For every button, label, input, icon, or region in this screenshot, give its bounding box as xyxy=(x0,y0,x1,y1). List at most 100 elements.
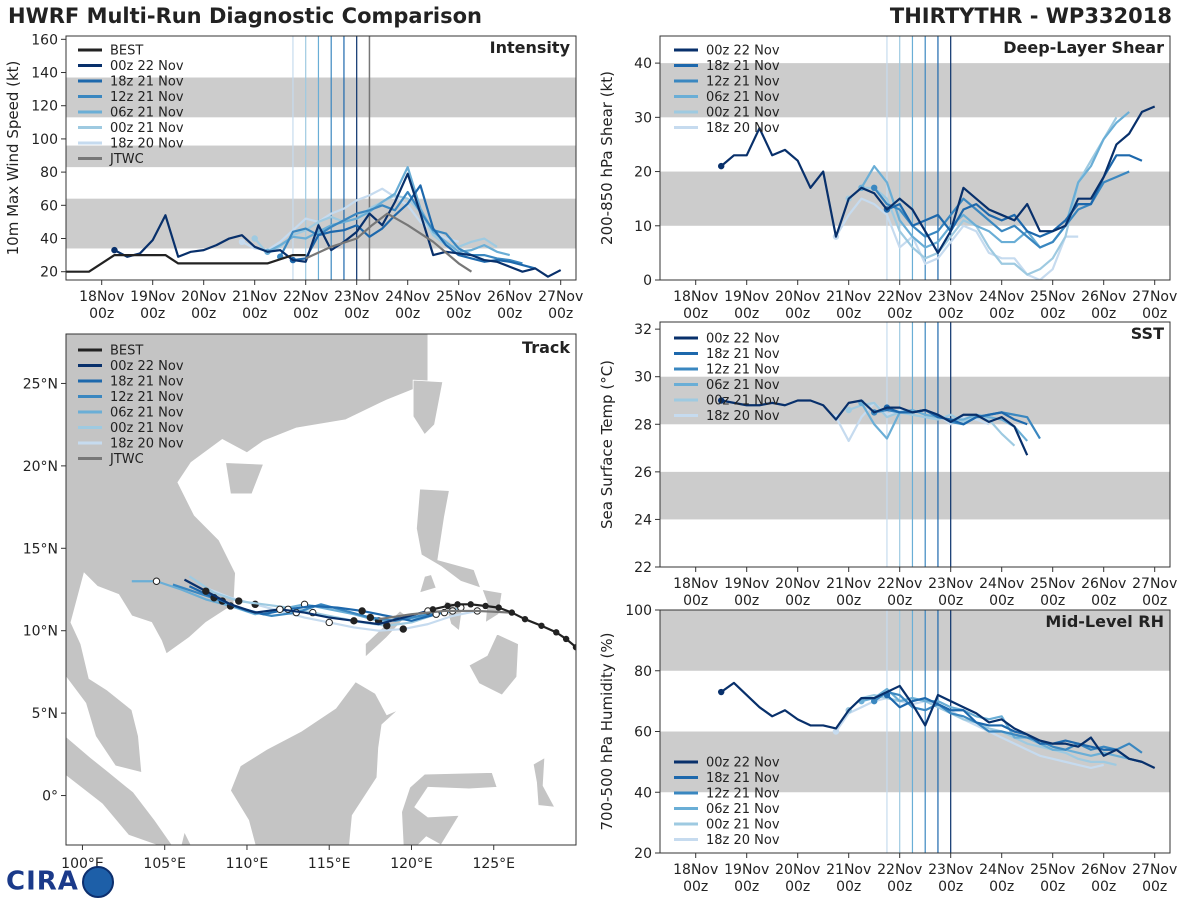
x-tick-label: 00z xyxy=(191,306,216,322)
x-tick-label: 20Nov xyxy=(775,862,820,878)
legend-label-00z-21-nov: 00z 21 Nov xyxy=(110,421,184,436)
land-mass xyxy=(66,736,173,845)
y-tick-label: 30 xyxy=(634,110,652,126)
best-track-point xyxy=(482,602,489,610)
threshold-band xyxy=(66,198,576,249)
x-tick-label: 00z xyxy=(734,306,759,322)
lat-tick-label: 25°N xyxy=(23,376,58,392)
best-track-point xyxy=(429,606,437,613)
land-mass xyxy=(412,379,444,436)
x-tick-label: 00z xyxy=(887,306,912,322)
lon-tick-label: 125°E xyxy=(472,856,515,872)
x-tick-label: 24Nov xyxy=(979,289,1024,305)
forecast-point xyxy=(325,618,333,627)
x-tick-label: 00z xyxy=(89,306,114,322)
series-line-18z-20-nov xyxy=(835,696,1104,770)
x-tick-label: 26Nov xyxy=(1081,862,1126,878)
forecast-point xyxy=(202,587,210,595)
x-tick-label: 21Nov xyxy=(826,576,871,592)
intensity-y-axis-label: 10m Max Wind Speed (kt) xyxy=(4,61,22,256)
legend-label-18z-21-nov: 18z 21 Nov xyxy=(706,347,780,362)
x-tick-label: 20Nov xyxy=(775,289,820,305)
x-tick-label: 00z xyxy=(836,879,861,895)
series-line-06z-21-nov xyxy=(860,111,1130,249)
x-tick-label: 18Nov xyxy=(673,862,718,878)
sst-y-axis-label: Sea Surface Temp (°C) xyxy=(598,360,616,529)
x-tick-label: 00z xyxy=(242,306,267,322)
init-marker-12z-21-nov xyxy=(871,697,878,705)
x-tick-label: 00z xyxy=(887,879,912,895)
legend-label-12z-21-nov: 12z 21 Nov xyxy=(110,90,184,105)
legend-label-18z-21-nov: 18z 21 Nov xyxy=(110,75,184,90)
x-tick-label: 25Nov xyxy=(436,289,481,305)
x-tick-label: 19Nov xyxy=(724,576,769,592)
legend-label-06z-21-nov: 06z 21 Nov xyxy=(706,90,780,105)
legend-label-00z-21-nov: 00z 21 Nov xyxy=(706,106,780,121)
globe-icon xyxy=(81,866,114,898)
intensity-plot-area xyxy=(66,36,576,280)
series-line-00z-22-nov xyxy=(720,105,1156,254)
shear-panel: 01020304018Nov00z19Nov00z20Nov00z21Nov00… xyxy=(598,35,1177,322)
best-track-point xyxy=(508,609,516,616)
best-track-point xyxy=(467,601,474,608)
x-tick-label: 27Nov xyxy=(538,289,583,305)
y-tick-label: 80 xyxy=(40,165,58,181)
x-tick-label: 00z xyxy=(140,306,165,322)
y-tick-label: 80 xyxy=(634,664,652,680)
logo-text: CIRA xyxy=(6,866,79,897)
legend-label-18z-21-nov: 18z 21 Nov xyxy=(110,375,184,390)
legend-label-best: BEST xyxy=(110,44,143,59)
x-tick-label: 26Nov xyxy=(1081,576,1126,592)
x-tick-label: 00z xyxy=(1142,879,1167,895)
y-tick-label: 28 xyxy=(634,417,652,433)
land-mass xyxy=(401,772,498,845)
rh-plot-area xyxy=(660,610,1170,853)
x-tick-label: 00z xyxy=(1142,593,1167,609)
x-tick-label: 00z xyxy=(1091,593,1116,609)
x-tick-label: 00z xyxy=(1040,879,1065,895)
x-tick-label: 00z xyxy=(938,306,963,322)
x-tick-label: 00z xyxy=(1091,879,1116,895)
x-tick-label: 00z xyxy=(497,306,522,322)
best-track-point xyxy=(444,602,451,610)
x-tick-label: 00z xyxy=(989,593,1014,609)
threshold-band xyxy=(66,145,576,168)
x-tick-label: 00z xyxy=(344,306,369,322)
y-tick-label: 10 xyxy=(634,219,652,235)
legend-label-18z-20-nov: 18z 20 Nov xyxy=(706,833,780,848)
forecast-point xyxy=(350,617,358,625)
series-line-18z-20-nov xyxy=(835,197,1079,280)
x-tick-label: 23Nov xyxy=(928,862,973,878)
y-tick-label: 140 xyxy=(31,66,58,82)
x-tick-label: 00z xyxy=(989,306,1014,322)
y-tick-label: 120 xyxy=(31,99,58,115)
forecast-point xyxy=(235,597,243,605)
x-tick-label: 00z xyxy=(938,879,963,895)
sst-panel: 22242628303218Nov00z19Nov00z20Nov00z21No… xyxy=(598,321,1177,609)
x-tick-label: 00z xyxy=(293,306,318,322)
rh-panel-title: Mid-Level RH xyxy=(1045,612,1164,631)
threshold-band xyxy=(660,471,1170,520)
legend-label-00z-22-nov: 00z 22 Nov xyxy=(706,756,780,771)
track-frame xyxy=(65,333,577,846)
x-tick-label: 27Nov xyxy=(1132,862,1177,878)
series-line-00z-22-nov xyxy=(113,172,562,278)
sst-panel-title: SST xyxy=(1131,324,1164,343)
x-tick-label: 26Nov xyxy=(1081,289,1126,305)
track-map-area xyxy=(66,334,576,845)
intensity-panel: 2040608010012014016018Nov00z19Nov00z20No… xyxy=(4,32,583,322)
x-tick-label: 19Nov xyxy=(724,862,769,878)
legend-label-06z-21-nov: 06z 21 Nov xyxy=(706,378,780,393)
y-tick-label: 24 xyxy=(634,512,652,528)
series-line-00z-21-nov xyxy=(847,116,1118,276)
y-tick-label: 40 xyxy=(40,232,58,248)
track-line-00z-22-nov xyxy=(183,578,429,626)
lon-tick-label: 110°E xyxy=(226,856,269,872)
y-tick-label: 32 xyxy=(634,322,652,338)
legend-label-00z-21-nov: 00z 21 Nov xyxy=(706,394,780,409)
legend-label-18z-20-nov: 18z 20 Nov xyxy=(706,409,780,424)
best-track-point xyxy=(454,601,461,608)
y-tick-label: 100 xyxy=(31,132,58,148)
legend-label-06z-21-nov: 06z 21 Nov xyxy=(110,106,184,121)
